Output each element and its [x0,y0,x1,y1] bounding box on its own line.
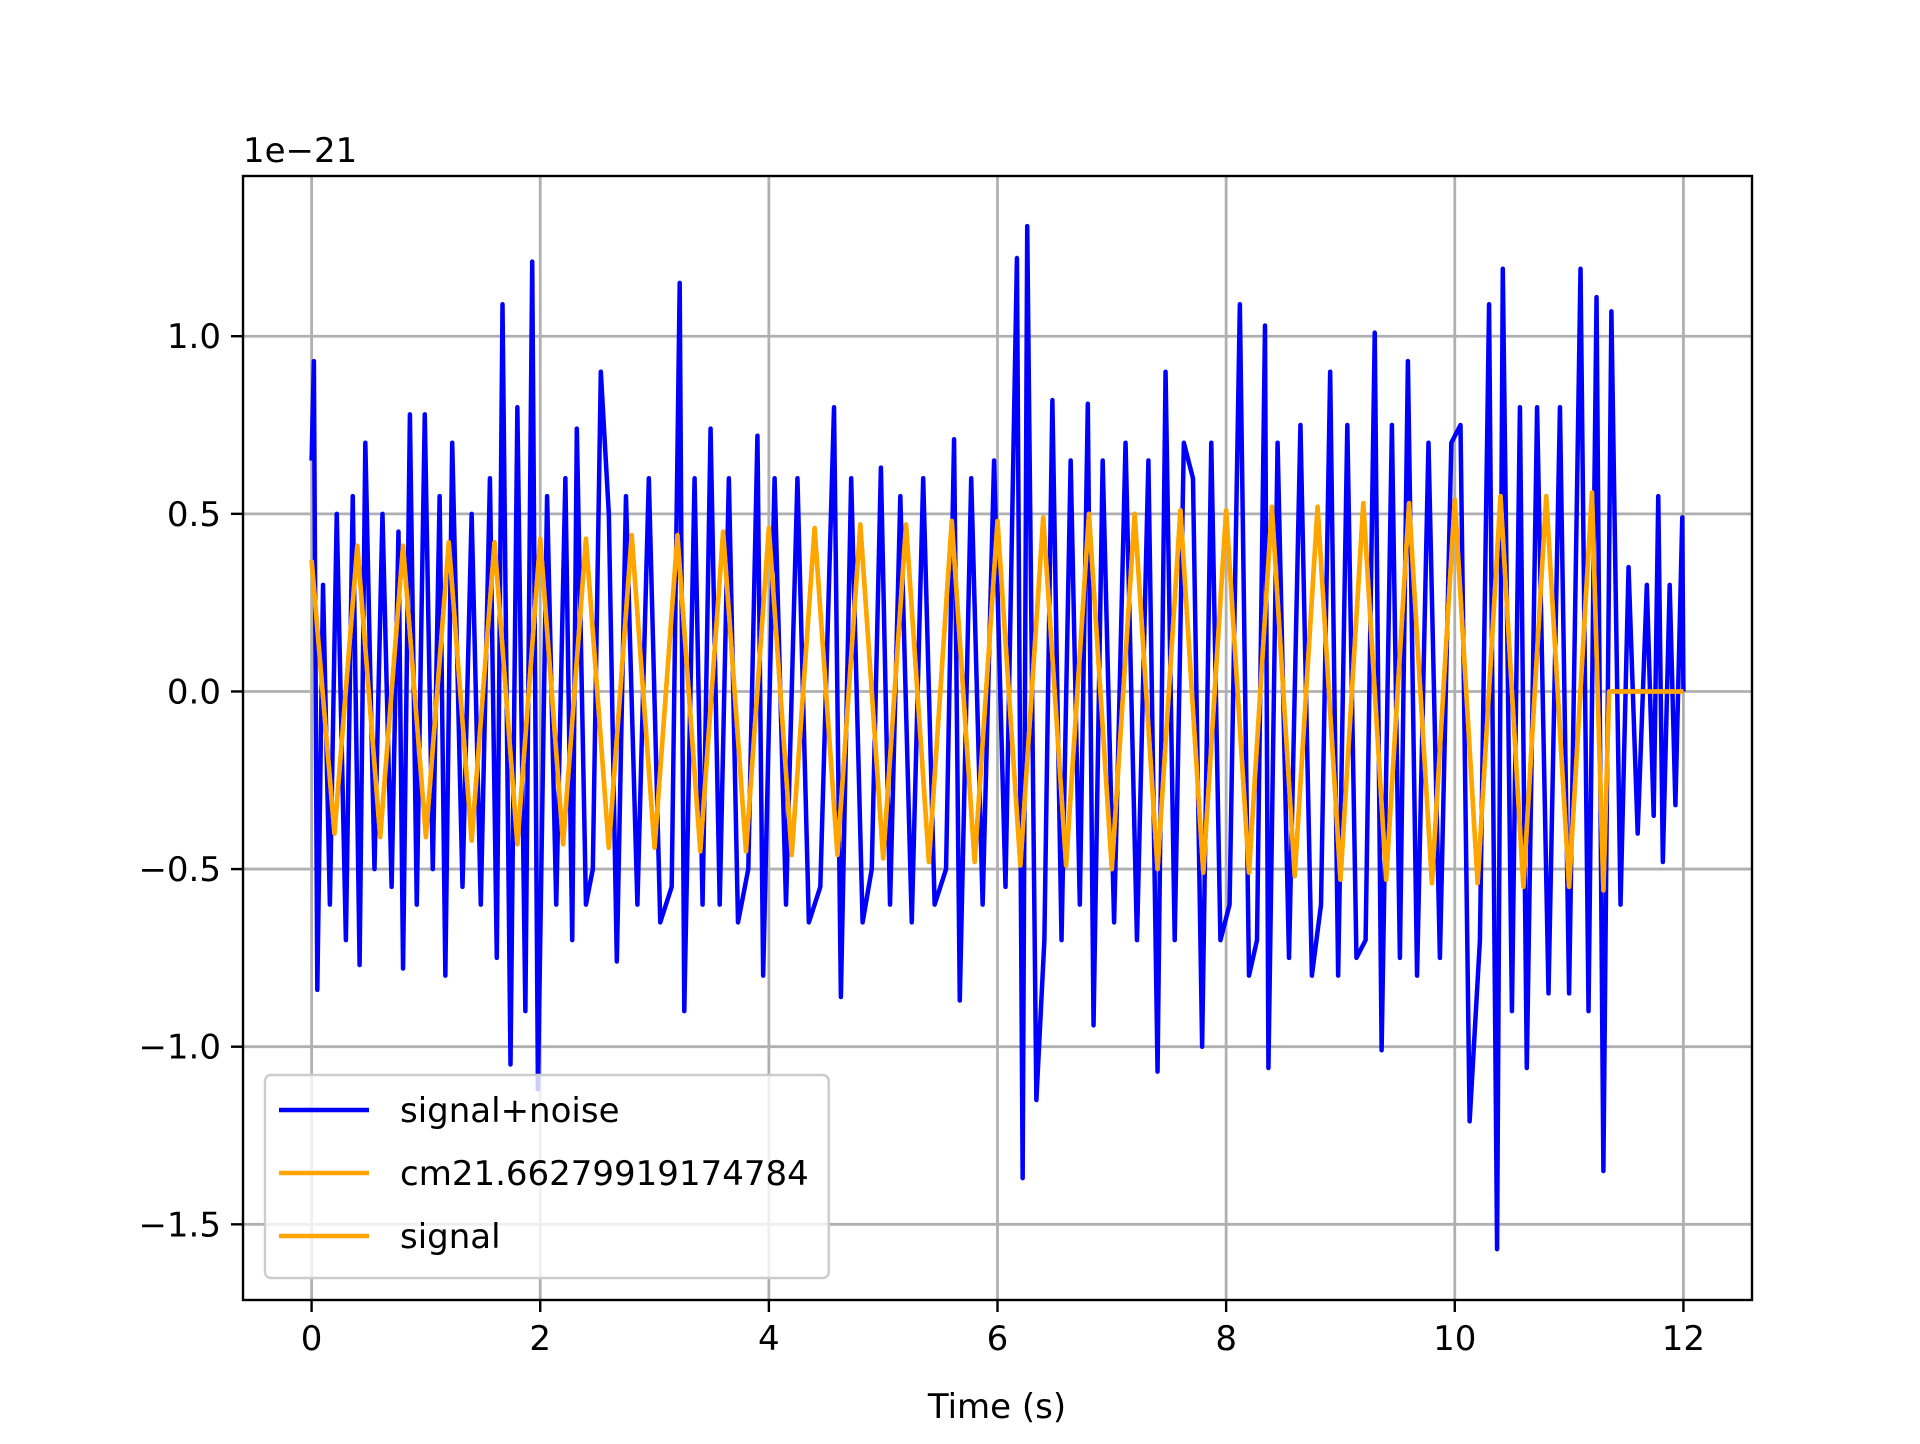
x-tick-label: 12 [1662,1319,1705,1359]
x-tick-label: 0 [301,1319,323,1359]
legend-frame [263,1073,830,1280]
series-line [309,490,1684,893]
legend-label: signal [400,1217,501,1257]
y-tick-label: 1.0 [167,317,221,357]
ticks: 0 2 4 6 8 10 12 −1.5 −1.0 −0.5 0.0 0.5 1.0 [138,317,1705,1359]
plot-lines [309,223,1686,1252]
y-tick-label: 0.0 [167,672,221,712]
x-tick-label: 6 [987,1319,1009,1359]
offset-text: 1e−21 [243,131,357,171]
y-tick-label: 0.5 [167,495,221,535]
x-tick-label: 10 [1433,1319,1476,1359]
y-tick-label: −1.5 [138,1205,221,1245]
legend-label: cm21.66279919174784 [400,1154,809,1194]
x-axis-label: Time (s) [927,1387,1066,1427]
x-tick-label: 2 [529,1319,551,1359]
x-tick-label: 4 [758,1319,780,1359]
y-tick-label: −0.5 [138,850,221,890]
x-tick-label: 8 [1215,1319,1237,1359]
y-tick-label: −1.0 [138,1028,221,1068]
legend: signal+noise cm21.66279919174784 signal [263,1073,830,1280]
legend-label: signal+noise [400,1091,620,1131]
